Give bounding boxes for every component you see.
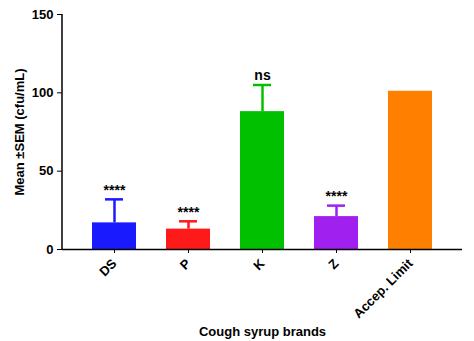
svg-text:Z: Z (325, 256, 341, 272)
svg-text:K: K (250, 255, 268, 273)
svg-text:50: 50 (39, 163, 53, 178)
svg-text:Mean ±SEM (cfu/mL): Mean ±SEM (cfu/mL) (12, 68, 27, 195)
svg-text:Accep. Limit: Accep. Limit (350, 255, 416, 321)
svg-text:ns: ns (254, 67, 271, 83)
svg-text:DS: DS (96, 256, 120, 280)
svg-text:150: 150 (32, 7, 54, 22)
svg-text:0: 0 (46, 242, 53, 257)
svg-text:100: 100 (32, 85, 54, 100)
svg-text:P: P (177, 256, 194, 273)
svg-text:****: **** (178, 204, 200, 220)
svg-text:Cough syrup brands: Cough syrup brands (199, 324, 326, 339)
svg-text:****: **** (104, 182, 126, 198)
svg-text:****: **** (326, 188, 348, 204)
